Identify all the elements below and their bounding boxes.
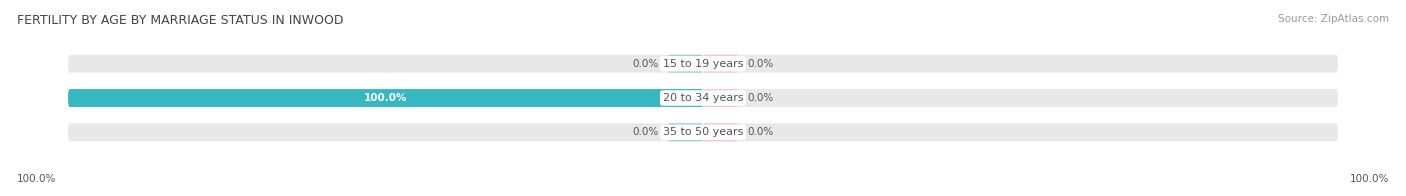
Text: 0.0%: 0.0% [747, 93, 773, 103]
FancyBboxPatch shape [703, 55, 738, 73]
Text: 0.0%: 0.0% [633, 59, 659, 69]
FancyBboxPatch shape [668, 55, 703, 73]
Text: 0.0%: 0.0% [747, 127, 773, 137]
FancyBboxPatch shape [703, 89, 738, 107]
Text: 100.0%: 100.0% [364, 93, 408, 103]
Text: 35 to 50 years: 35 to 50 years [662, 127, 744, 137]
Text: 20 to 34 years: 20 to 34 years [662, 93, 744, 103]
FancyBboxPatch shape [67, 89, 703, 107]
FancyBboxPatch shape [67, 123, 1339, 141]
Text: 15 to 19 years: 15 to 19 years [662, 59, 744, 69]
Text: 100.0%: 100.0% [17, 174, 56, 184]
FancyBboxPatch shape [703, 123, 738, 141]
Text: 0.0%: 0.0% [747, 59, 773, 69]
Text: 100.0%: 100.0% [1350, 174, 1389, 184]
FancyBboxPatch shape [668, 123, 703, 141]
FancyBboxPatch shape [67, 89, 1339, 107]
Text: FERTILITY BY AGE BY MARRIAGE STATUS IN INWOOD: FERTILITY BY AGE BY MARRIAGE STATUS IN I… [17, 14, 343, 27]
FancyBboxPatch shape [67, 55, 1339, 73]
Text: 0.0%: 0.0% [633, 127, 659, 137]
Text: Source: ZipAtlas.com: Source: ZipAtlas.com [1278, 14, 1389, 24]
